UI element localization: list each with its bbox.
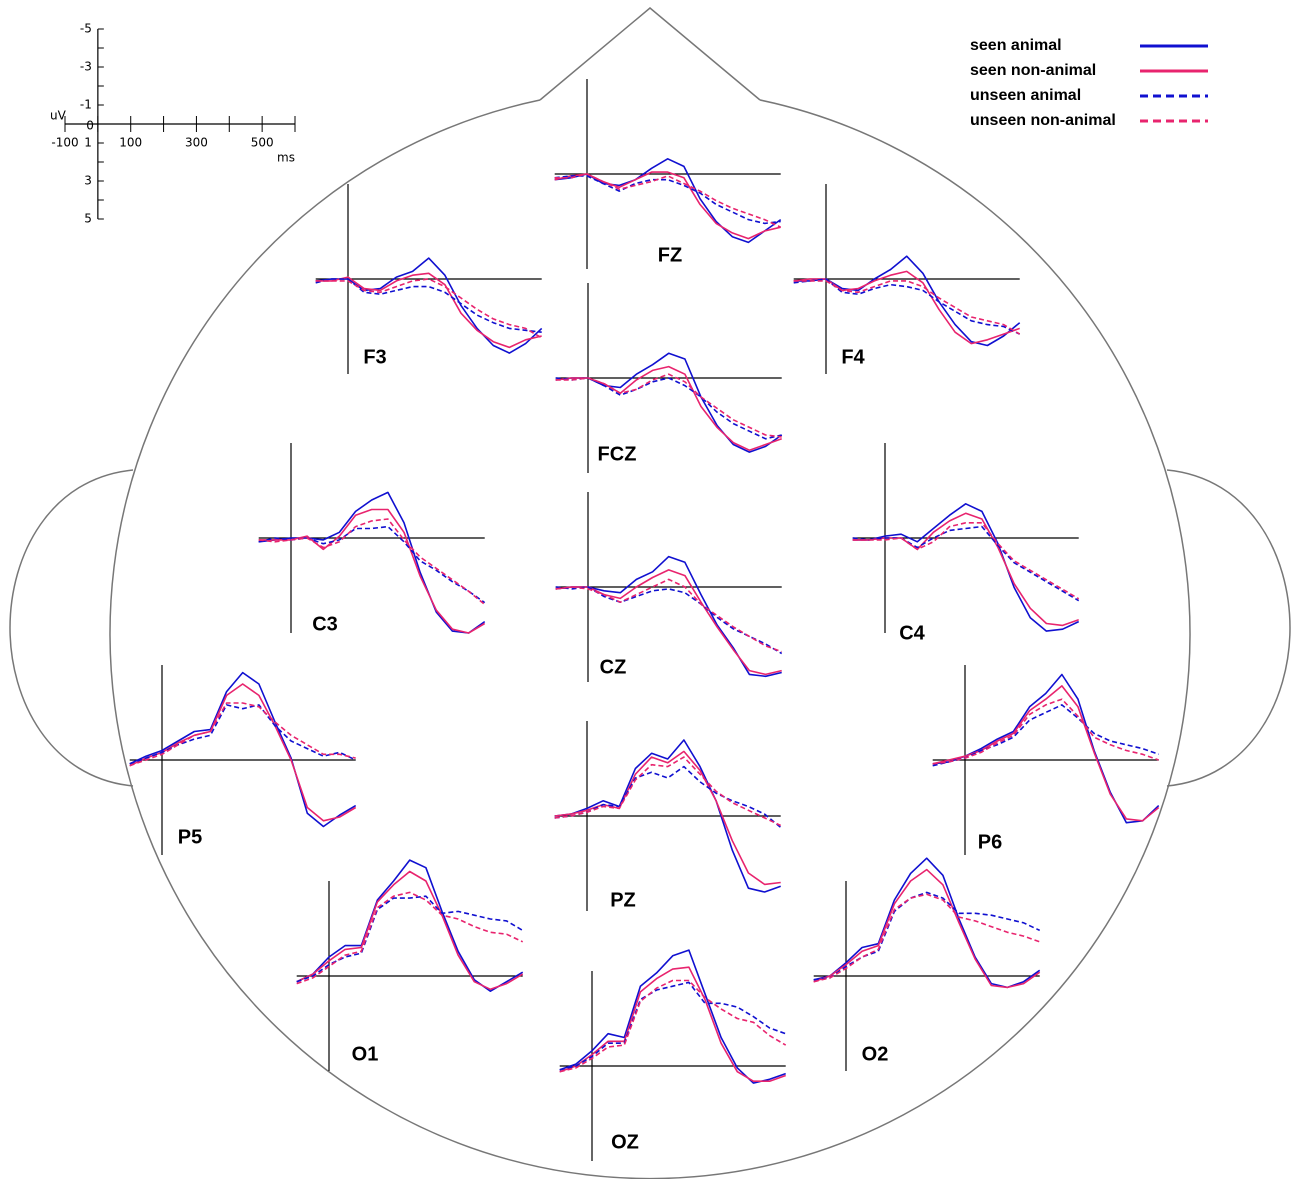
erp-line xyxy=(852,512,1079,627)
erp-line xyxy=(129,671,357,828)
x-axis-label: ms xyxy=(277,151,295,165)
y-tick-label: -5 xyxy=(80,22,92,36)
erp-line xyxy=(315,278,543,339)
erp-line xyxy=(559,981,786,1071)
erp-line xyxy=(932,704,1159,767)
erp-line xyxy=(813,891,1041,981)
erp-line xyxy=(258,518,486,606)
erp-line xyxy=(852,525,1080,602)
head-outline xyxy=(9,7,1291,1180)
legend-label: unseen animal xyxy=(970,87,1081,104)
erp-line xyxy=(555,365,782,451)
erp-line xyxy=(296,891,524,985)
erp-line xyxy=(315,257,543,354)
erp-line xyxy=(296,895,524,983)
erp-line xyxy=(793,278,1021,335)
erp-line xyxy=(554,171,781,240)
erp-line xyxy=(555,377,782,440)
erp-line xyxy=(554,175,781,225)
electrode-label: CZ xyxy=(600,656,627,678)
erp-line xyxy=(813,893,1040,983)
erp-line xyxy=(554,173,782,228)
electrode-label: O1 xyxy=(352,1043,379,1065)
electrode-label: F3 xyxy=(363,346,386,368)
electrode-label: F4 xyxy=(841,346,865,368)
electrode-label: PZ xyxy=(610,889,636,911)
erp-line xyxy=(555,352,783,453)
erp-line xyxy=(852,522,1080,600)
x-tick-label: 100 xyxy=(119,136,142,150)
electrode-label: FCZ xyxy=(598,443,637,465)
y-tick-label: 3 xyxy=(84,174,92,188)
erp-line xyxy=(559,966,786,1082)
legend-label: seen non-animal xyxy=(970,62,1096,79)
erp-line xyxy=(559,949,786,1084)
erp-line xyxy=(554,756,782,827)
legend-label: seen animal xyxy=(970,37,1062,54)
erp-line xyxy=(555,569,782,676)
y-tick-label: 5 xyxy=(84,212,92,226)
erp-line xyxy=(813,868,1041,989)
erp-line xyxy=(555,578,782,653)
erp-line xyxy=(554,739,781,893)
right-ear xyxy=(1166,469,1291,787)
electrode-label: P6 xyxy=(978,831,1002,853)
erp-line xyxy=(554,750,781,886)
erp-line xyxy=(129,702,356,767)
erp-line xyxy=(555,373,782,438)
y-axis-label: uV xyxy=(50,109,67,123)
nose xyxy=(539,7,761,101)
y-tick-label: 1 xyxy=(84,136,92,150)
erp-line xyxy=(559,979,787,1073)
head xyxy=(109,99,1191,1180)
erp-line xyxy=(554,765,782,829)
erp-line xyxy=(793,270,1020,345)
erp-line xyxy=(555,555,782,678)
erp-line xyxy=(555,586,783,655)
electrode-label: P5 xyxy=(178,826,202,848)
electrode-label: C4 xyxy=(899,622,925,644)
electrode-label: OZ xyxy=(611,1131,639,1153)
x-tick-label: -100 xyxy=(51,136,78,150)
y-tick-label: -3 xyxy=(80,60,92,74)
erp-line xyxy=(258,491,486,634)
erp-line xyxy=(932,698,1159,765)
erp-line xyxy=(258,508,486,634)
x-tick-label: 300 xyxy=(185,136,208,150)
electrode-label: FZ xyxy=(658,244,682,266)
legend-label: unseen non-animal xyxy=(970,112,1116,129)
x-tick-label: 0 xyxy=(86,119,94,133)
erp-line xyxy=(793,255,1021,347)
x-tick-label: 500 xyxy=(251,136,274,150)
erp-line xyxy=(852,503,1080,632)
erp-line xyxy=(932,673,1160,824)
erp-line xyxy=(129,704,357,765)
erp-line xyxy=(296,859,524,992)
erp-line xyxy=(932,685,1160,822)
left-ear xyxy=(9,469,134,787)
y-tick-label: -1 xyxy=(80,98,92,112)
electrode-label: C3 xyxy=(312,613,338,635)
erp-line xyxy=(296,870,524,991)
erp-line xyxy=(315,272,542,349)
erp-line xyxy=(793,280,1021,335)
electrode-label: O2 xyxy=(862,1043,889,1065)
